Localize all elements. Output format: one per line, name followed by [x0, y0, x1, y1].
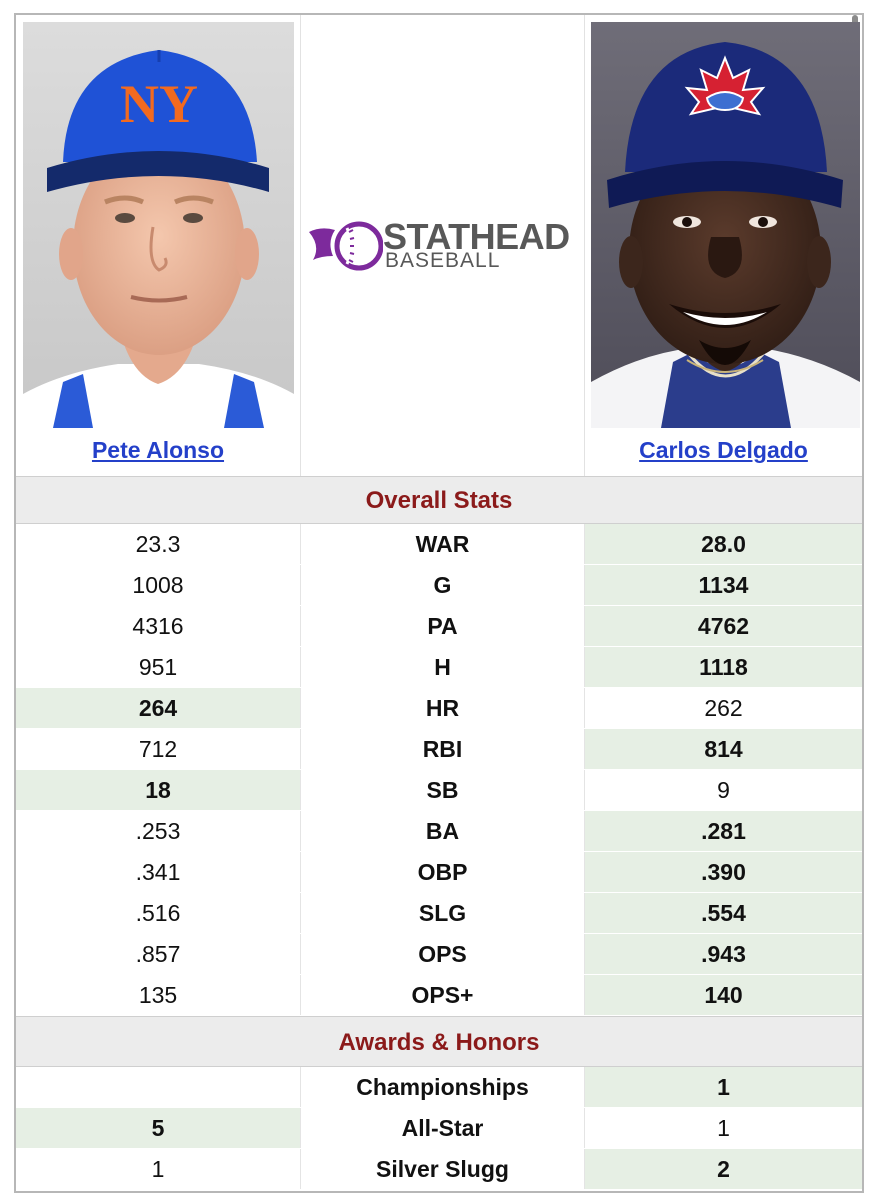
awards-heading: Awards & Honors [16, 1016, 862, 1067]
stat-row: 135 OPS+ 140 [16, 975, 862, 1016]
comparison-table: NY Pete Alonso STATHEAD BASEBALL [14, 13, 864, 1193]
left-player-photo[interactable]: NY [23, 22, 294, 428]
right-player-value: 2 [585, 1149, 862, 1189]
stathead-logo[interactable]: STATHEAD BASEBALL [307, 216, 579, 276]
right-player-value: 814 [585, 729, 862, 769]
stat-row: .253 BA .281 [16, 811, 862, 852]
right-player-value: 140 [585, 975, 862, 1015]
stat-label: RBI [301, 729, 585, 769]
stat-label: Championships [301, 1067, 585, 1107]
stat-row: 951 H 1118 [16, 647, 862, 688]
left-player-value: .857 [16, 934, 301, 974]
award-row: 5 All-Star 1 [16, 1108, 862, 1149]
stat-row: 712 RBI 814 [16, 729, 862, 770]
overall-stats-rows: 23.3 WAR 28.0 1008 G 1134 4316 PA 4762 951 H 1118 26… [16, 524, 862, 1016]
logo-wordmark: STATHEAD [383, 216, 570, 257]
stat-label: SLG [301, 893, 585, 933]
stat-label: OPS+ [301, 975, 585, 1015]
left-player-value: 23.3 [16, 524, 301, 564]
stat-label: OBP [301, 852, 585, 892]
right-player-portrait [591, 22, 860, 428]
left-player-value: .341 [16, 852, 301, 892]
left-player-value: 18 [16, 770, 301, 810]
right-player-value: 1134 [585, 565, 862, 605]
stat-row: .516 SLG .554 [16, 893, 862, 934]
overall-stats-heading: Overall Stats [16, 476, 862, 524]
left-player-value: 264 [16, 688, 301, 728]
left-player-value: 5 [16, 1108, 301, 1148]
left-player-value: 1 [16, 1149, 301, 1189]
stat-label: PA [301, 606, 585, 646]
player-header-row: NY Pete Alonso STATHEAD BASEBALL [16, 15, 862, 476]
left-player-value: 712 [16, 729, 301, 769]
stat-row: 1008 G 1134 [16, 565, 862, 606]
logo-subtitle: BASEBALL [385, 249, 501, 272]
stat-label: Silver Slugg [301, 1149, 585, 1189]
right-player-value: 4762 [585, 606, 862, 646]
right-player-cell: Carlos Delgado [585, 15, 862, 476]
right-player-value: .554 [585, 893, 862, 933]
left-player-cell: NY Pete Alonso [16, 15, 301, 476]
stat-row: 18 SB 9 [16, 770, 862, 811]
cap-logo-ny: NY [120, 74, 198, 134]
left-player-link[interactable]: Pete Alonso [91, 437, 225, 463]
stat-row: .341 OBP .390 [16, 852, 862, 893]
stat-label: SB [301, 770, 585, 810]
right-player-value: 1 [717, 1114, 730, 1141]
awards-rows: Championships 1 5 All-Star 1 1 Silver Slugg 2 [16, 1067, 862, 1190]
left-player-value: 4316 [16, 606, 301, 646]
stat-row: 264 HR 262 [16, 688, 862, 729]
right-player-value: 28.0 [585, 524, 862, 564]
award-row: Championships 1 [16, 1067, 862, 1108]
logo-cell: STATHEAD BASEBALL [301, 15, 585, 476]
left-player-value: .253 [16, 811, 301, 851]
stathead-baseball-icon [309, 221, 383, 271]
left-player-portrait: NY [23, 22, 294, 428]
stat-label: WAR [301, 524, 585, 564]
stat-label: H [301, 647, 585, 687]
right-player-value: .281 [585, 811, 862, 851]
right-player-value: 1 [585, 1067, 862, 1107]
left-player-value: .516 [16, 893, 301, 933]
left-player-value: 135 [16, 975, 301, 1015]
stat-label: OPS [301, 934, 585, 974]
right-player-link[interactable]: Carlos Delgado [639, 437, 808, 463]
left-player-value: 1008 [16, 565, 301, 605]
stat-row: 4316 PA 4762 [16, 606, 862, 647]
right-player-value: .390 [585, 852, 862, 892]
left-player-value [16, 1067, 301, 1107]
right-player-photo[interactable] [591, 22, 860, 428]
stat-label: All-Star [301, 1108, 585, 1148]
award-row: 1 Silver Slugg 2 [16, 1149, 862, 1190]
stat-row: .857 OPS .943 [16, 934, 862, 975]
right-player-value: .943 [585, 934, 862, 974]
right-player-value: 262 [704, 694, 743, 721]
right-player-value: 9 [717, 776, 730, 803]
stat-label: BA [301, 811, 585, 851]
stat-label: HR [301, 688, 585, 728]
stat-label: G [301, 565, 585, 605]
stat-row: 23.3 WAR 28.0 [16, 524, 862, 565]
right-player-value: 1118 [585, 647, 862, 687]
left-player-value: 951 [16, 647, 301, 687]
